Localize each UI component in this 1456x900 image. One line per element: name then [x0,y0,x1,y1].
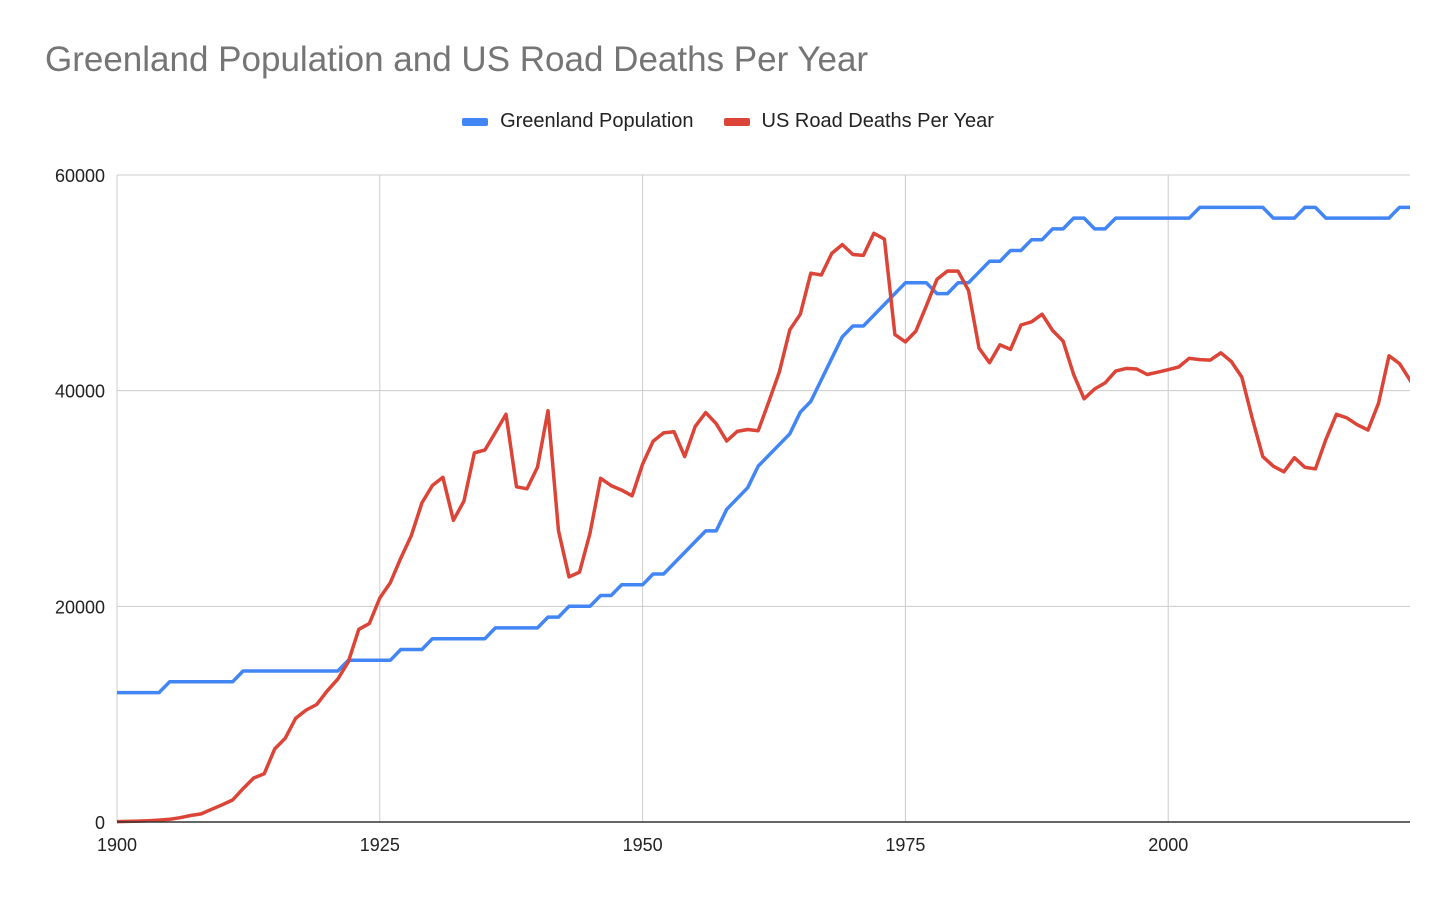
y-tick-label: 40000 [55,382,105,402]
legend-swatch-road-deaths [723,117,750,126]
legend-label-greenland: Greenland Population [500,110,694,132]
x-tick-label: 1950 [623,835,663,855]
x-tick-label: 1925 [360,835,400,855]
x-tick-label: 2000 [1148,835,1188,855]
legend-item-road-deaths[interactable]: US Road Deaths Per Year [723,110,994,133]
legend-swatch-greenland [462,117,489,126]
legend-label-road-deaths: US Road Deaths Per Year [761,110,994,132]
series-line-us-road-deaths [117,231,1410,824]
chart-title: Greenland Population and US Road Deaths … [45,40,869,79]
y-tick-label: 0 [95,813,105,833]
legend-item-greenland[interactable]: Greenland Population [462,110,694,133]
y-tick-label: 20000 [55,597,105,617]
x-tick-label: 1975 [885,835,925,855]
series-line-greenland-population [117,205,1410,695]
x-tick-label: 1900 [97,835,137,855]
y-tick-label: 60000 [55,166,105,186]
legend: Greenland Population US Road Deaths Per … [0,110,1456,133]
